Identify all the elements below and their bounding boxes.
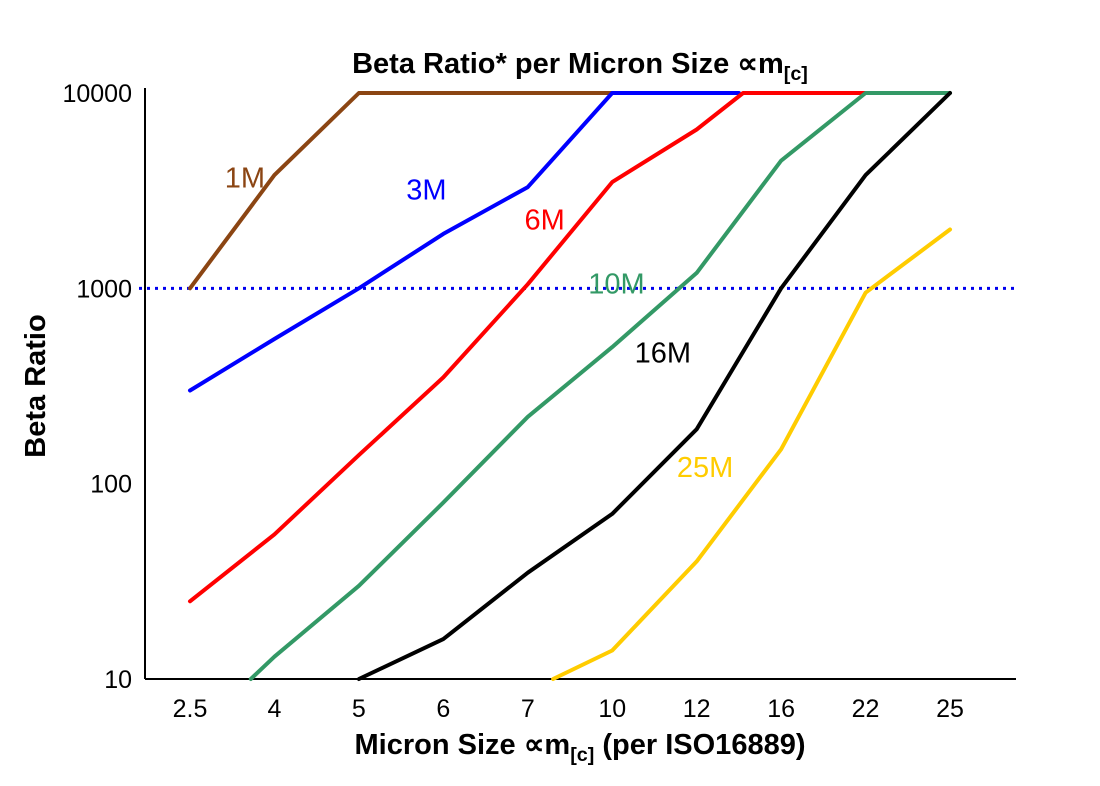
x-tick-label-25: 25 (936, 695, 964, 723)
series-line-1M (188, 91, 615, 291)
chart-title: Beta Ratio* per Micron Size ∝m[c] (80, 46, 1080, 86)
y-tick-label-1000: 1000 (76, 275, 132, 303)
series-label-16M: 16M (635, 337, 691, 369)
x-axis-label-post: (per ISO16889) (594, 729, 806, 761)
series-line-6M (188, 91, 868, 604)
x-tick-label-7: 7 (521, 695, 535, 723)
x-tick-label-5: 5 (352, 695, 366, 723)
x-tick-label-22: 22 (852, 695, 880, 723)
x-tick-label-6: 6 (436, 695, 450, 723)
x-axis-label-mu-symbol: ∝m (523, 729, 571, 761)
x-tick-label-16: 16 (767, 695, 795, 723)
series-label-6M: 6M (525, 205, 565, 237)
series-label-10M: 10M (588, 268, 644, 300)
series-line-3M (188, 91, 741, 393)
x-axis-label: Micron Size ∝m[c] (per ISO16889) (80, 727, 1080, 767)
chart-title-mu-symbol: ∝m (737, 48, 784, 80)
series-line-25M (551, 227, 952, 681)
series-label-25M: 25M (677, 452, 733, 484)
x-axis-label-subscript: [c] (570, 743, 595, 766)
y-tick-label-10000: 10000 (62, 80, 132, 108)
series-label-3M: 3M (406, 175, 446, 207)
x-tick-label-10: 10 (598, 695, 626, 723)
series-line-16M (356, 91, 952, 681)
chart-title-subscript: [c] (783, 62, 808, 85)
x-tick-label-2.5: 2.5 (173, 695, 208, 723)
x-axis-label-pre: Micron Size (354, 729, 524, 761)
chart-title-text: Beta Ratio* per Micron Size (352, 48, 738, 80)
series-line-10M (248, 91, 952, 681)
y-tick-label-10: 10 (104, 666, 132, 694)
y-tick-label-100: 100 (90, 471, 132, 499)
x-tick-label-4: 4 (267, 695, 281, 723)
series-label-1M: 1M (225, 162, 265, 194)
x-tick-label-12: 12 (683, 695, 711, 723)
